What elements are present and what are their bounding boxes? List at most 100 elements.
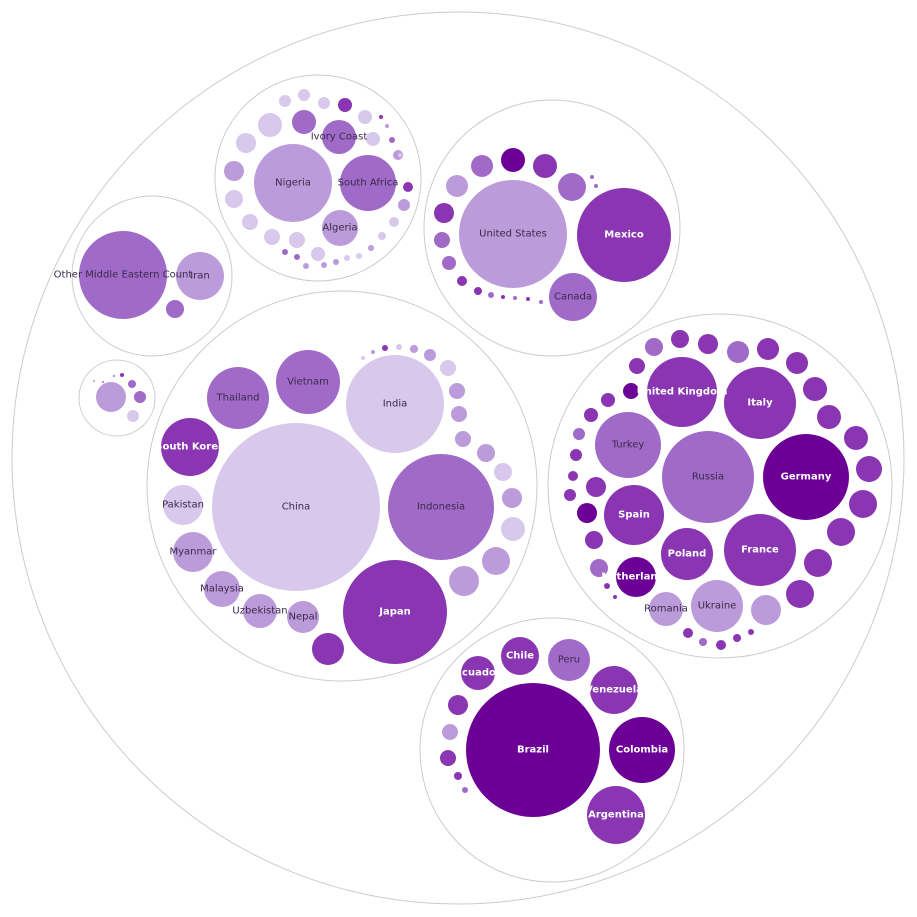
small-bubble	[590, 175, 594, 179]
small-bubble	[488, 292, 494, 298]
outer-ring	[11, 11, 905, 905]
small-bubble	[96, 382, 126, 412]
small-bubble	[385, 124, 389, 128]
small-bubble	[613, 595, 617, 599]
small-bubble	[292, 110, 316, 134]
small-bubble	[289, 232, 305, 248]
small-bubble	[698, 334, 718, 354]
bubble-ukraine	[691, 580, 743, 632]
small-bubble	[733, 634, 741, 642]
group-ring-6	[71, 195, 233, 357]
bubble-ecuador	[461, 656, 495, 690]
small-bubble	[601, 393, 615, 407]
group-ring-1	[146, 290, 538, 682]
bubble-thailand	[207, 367, 269, 429]
small-bubble	[442, 256, 456, 270]
bubble-argentina	[587, 786, 645, 844]
small-bubble	[482, 547, 510, 575]
small-bubble	[424, 349, 436, 361]
small-bubble	[333, 259, 339, 265]
small-bubble	[539, 300, 543, 304]
bubble-other-middle-eastern-count	[79, 231, 167, 319]
bubble-peru	[548, 639, 590, 681]
small-bubble	[366, 132, 380, 146]
bubble-vietnam	[276, 350, 340, 414]
bubble-netherlands	[616, 557, 656, 597]
small-bubble	[683, 628, 693, 638]
small-bubble	[604, 583, 610, 589]
small-bubble	[448, 695, 468, 715]
small-bubble	[748, 629, 754, 635]
small-bubble	[258, 113, 282, 137]
bubble-china	[212, 423, 380, 591]
small-bubble	[361, 356, 365, 360]
small-bubble	[242, 214, 258, 230]
bubble-turkey	[595, 412, 661, 478]
small-bubble	[224, 161, 244, 181]
bubble-united-kingdom	[647, 357, 717, 427]
small-bubble	[294, 254, 300, 260]
bubble-iran	[176, 252, 224, 300]
small-bubble	[590, 559, 608, 577]
small-bubble	[318, 97, 330, 109]
bubble-united-states	[459, 180, 567, 288]
small-bubble	[358, 110, 372, 124]
small-bubble	[786, 580, 814, 608]
small-bubble	[501, 148, 525, 172]
small-bubble	[471, 155, 493, 177]
bubble-uzbekistan	[243, 594, 277, 628]
small-bubble	[102, 381, 104, 383]
small-bubble	[312, 633, 344, 665]
bubble-italy	[724, 367, 796, 439]
bubble-spain	[604, 485, 664, 545]
small-bubble	[501, 295, 505, 299]
small-bubble	[526, 297, 530, 301]
small-bubble	[573, 428, 585, 440]
small-bubble	[584, 408, 598, 422]
small-bubble	[474, 287, 482, 295]
small-bubble	[501, 517, 525, 541]
small-bubble	[568, 471, 578, 481]
group-rings	[11, 11, 905, 905]
bubble-poland	[661, 528, 713, 580]
bubble-japan	[343, 560, 447, 664]
small-bubble	[564, 489, 576, 501]
bubble-south-korea	[161, 418, 219, 476]
small-bubble	[356, 253, 362, 259]
bubble-brazil	[466, 683, 600, 817]
group-ring-3	[419, 617, 685, 883]
small-bubble	[558, 173, 586, 201]
small-bubble	[368, 245, 374, 251]
small-bubble	[410, 345, 418, 353]
small-bubble	[403, 182, 413, 192]
small-bubble	[494, 463, 512, 481]
group-ring-2	[547, 313, 893, 659]
small-bubble	[502, 488, 522, 508]
small-bubble	[113, 375, 115, 377]
bubble-russia	[662, 431, 754, 523]
small-bubble	[585, 531, 603, 549]
small-bubble	[442, 724, 458, 740]
bubble-malaysia	[204, 571, 240, 607]
bubble-mexico	[577, 188, 671, 282]
small-bubble	[166, 300, 184, 318]
small-bubble	[449, 383, 465, 399]
bubble-myanmar	[173, 532, 213, 572]
small-bubble	[298, 89, 310, 101]
small-bubble	[513, 296, 517, 300]
bubble-france	[724, 514, 796, 586]
small-bubble	[844, 426, 868, 450]
small-bubble	[321, 262, 327, 268]
small-bubble	[446, 175, 468, 197]
bubble-colombia	[609, 717, 675, 783]
group-ring-5	[214, 74, 422, 282]
small-bubble	[440, 360, 456, 376]
small-bubble	[398, 153, 402, 157]
small-bubble	[282, 249, 288, 255]
small-bubble	[629, 358, 645, 374]
small-bubble	[120, 373, 124, 377]
small-bubble	[645, 338, 663, 356]
small-bubble	[434, 232, 450, 248]
group-ring-7	[78, 359, 156, 437]
